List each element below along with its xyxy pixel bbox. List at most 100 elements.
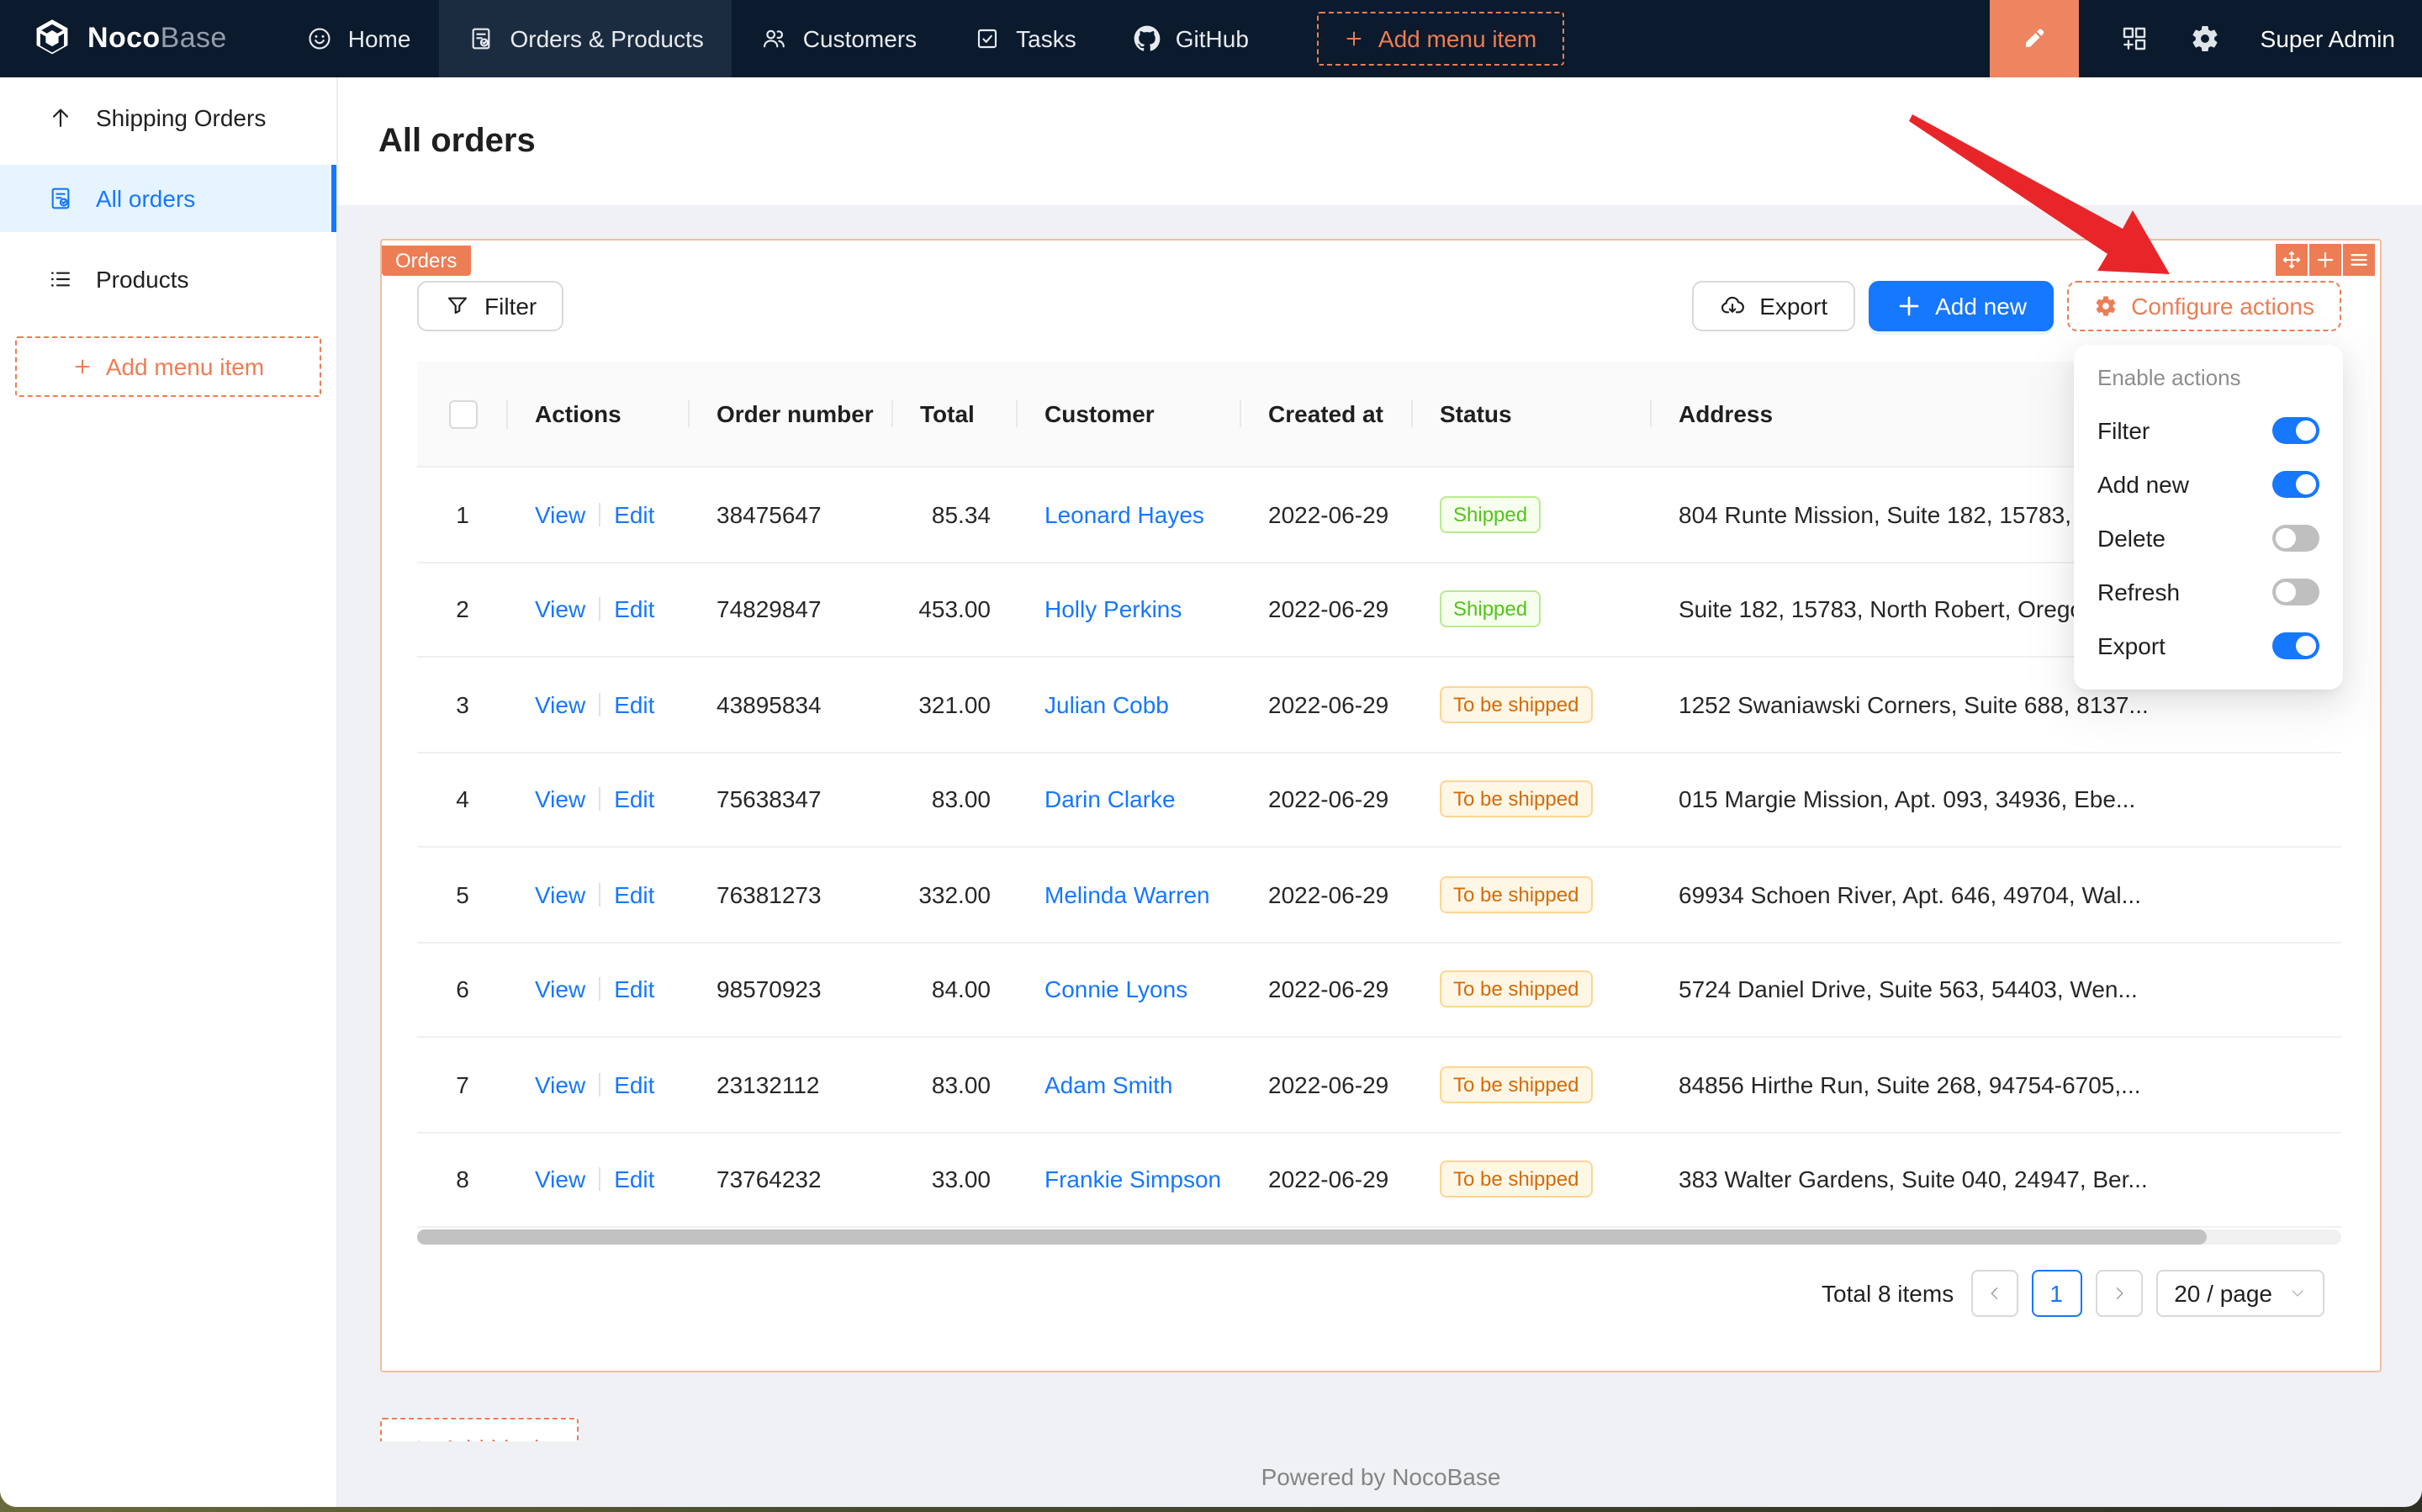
toggle-knob [2276, 582, 2296, 602]
next-page-button[interactable] [2095, 1270, 2143, 1317]
table-row: 6 View Edit 98570923 84.00 Connie Lyons … [417, 943, 2341, 1038]
customer-link[interactable]: Frankie Simpson [1044, 1166, 1222, 1193]
menu-item-refresh[interactable]: Refresh [2074, 565, 2343, 619]
table-header-row: Actions Order number Total Customer Created … [417, 362, 2341, 468]
menu-item-filter[interactable]: Filter [2074, 404, 2343, 457]
customer-cell: Connie Lyons [1018, 976, 1241, 1003]
edit-link[interactable]: Edit [614, 1166, 655, 1193]
user-menu[interactable]: Super Admin [2260, 25, 2395, 52]
plus-icon [409, 1438, 429, 1441]
customer-link[interactable]: Adam Smith [1044, 1071, 1173, 1098]
export-button[interactable]: Export [1692, 281, 1855, 331]
toggle-knob [2296, 636, 2316, 656]
nav-item-customers[interactable]: Customers [732, 0, 945, 77]
order-number-cell: 43895834 [717, 690, 822, 718]
edit-link[interactable]: Edit [614, 785, 655, 813]
block-menu-icon[interactable] [2343, 244, 2375, 276]
customer-link[interactable]: Leonard Hayes [1044, 500, 1204, 528]
add-block-button[interactable]: Add block [380, 1418, 579, 1441]
sidebar-item-all-orders[interactable]: All orders [0, 165, 336, 232]
menu-item-add-new[interactable]: Add new [2074, 457, 2343, 511]
pagination-total: Total 8 items [1822, 1280, 1954, 1307]
refresh-toggle[interactable] [2272, 579, 2319, 605]
divider [599, 977, 601, 1002]
menu-item-delete[interactable]: Delete [2074, 511, 2343, 565]
drag-move-icon[interactable] [2276, 244, 2308, 276]
address-cell: Suite 182, 15783, North Robert, Oregon..… [1679, 595, 2116, 623]
customer-cell: Darin Clarke [1018, 786, 1241, 813]
page-size-select[interactable]: 20 / page [2155, 1270, 2324, 1317]
settings-gear-icon[interactable] [2190, 24, 2220, 54]
total-cell: 321.00 [918, 690, 991, 718]
sidebar-item-products[interactable]: Products [0, 246, 336, 313]
toggle-knob [2296, 420, 2316, 441]
actions-cell: View Edit [508, 976, 690, 1003]
edit-link[interactable]: Edit [614, 690, 655, 718]
plugin-manager-icon[interactable] [2119, 24, 2150, 54]
sidebar-add-menu-item-button[interactable]: Add menu item [15, 336, 321, 397]
edit-link[interactable]: Edit [614, 500, 655, 528]
nav-item-orders-products[interactable]: Orders & Products [439, 0, 732, 77]
row-index-cell: 5 [456, 880, 469, 908]
brand-base: Base [160, 22, 227, 54]
export-toggle[interactable] [2272, 632, 2319, 659]
view-link[interactable]: View [535, 1166, 586, 1193]
view-link[interactable]: View [535, 785, 586, 813]
view-link[interactable]: View [535, 500, 586, 528]
add-new-button[interactable]: Add new [1868, 281, 2054, 331]
nocobase-logo-icon [30, 17, 74, 61]
scrollbar-thumb[interactable] [417, 1229, 2207, 1245]
chevron-left-icon [1986, 1285, 2002, 1302]
edit-link[interactable]: Edit [614, 1071, 655, 1098]
nav-item-github[interactable]: GitHub [1105, 0, 1277, 77]
status-cell: To be shipped [1413, 1160, 1652, 1198]
address-cell: 804 Runte Mission, Suite 182, 15783, N..… [1679, 500, 2115, 528]
horizontal-scrollbar[interactable] [417, 1229, 2341, 1245]
filter-toggle[interactable] [2272, 417, 2319, 444]
column-header-created-at: Created at [1241, 400, 1413, 427]
menu-item-export[interactable]: Export [2074, 619, 2343, 673]
add-new-toggle[interactable] [2272, 471, 2319, 498]
edit-link[interactable]: Edit [614, 975, 655, 1003]
add-new-button-label: Add new [1935, 293, 2028, 320]
table-toolbar: Filter Export Add new [382, 241, 2380, 331]
check-square-icon [974, 25, 1001, 52]
view-link[interactable]: View [535, 1071, 586, 1098]
status-badge: To be shipped [1440, 875, 1593, 913]
view-link[interactable]: View [535, 975, 586, 1003]
customer-link[interactable]: Connie Lyons [1044, 975, 1188, 1003]
configure-actions-button[interactable]: Configure actions [2067, 281, 2341, 331]
view-link[interactable]: View [535, 690, 586, 718]
nav-add-menu-item-button[interactable]: Add menu item [1317, 12, 1564, 66]
status-cell: To be shipped [1413, 780, 1652, 818]
customer-link[interactable]: Holly Perkins [1044, 595, 1182, 623]
created-at-cell: 2022-06-29 [1268, 785, 1389, 813]
nav-item-home[interactable]: Home [278, 0, 440, 77]
total-cell: 84.00 [931, 975, 991, 1003]
customer-link[interactable]: Darin Clarke [1044, 785, 1176, 813]
address-cell: 1252 Swaniawski Corners, Suite 688, 8137… [1679, 690, 2149, 718]
column-header-actions: Actions [508, 400, 690, 427]
created-at-cell: 2022-06-29 [1268, 690, 1389, 718]
actions-cell: View Edit [508, 881, 690, 908]
customer-link[interactable]: Melinda Warren [1044, 880, 1210, 908]
edit-link[interactable]: Edit [614, 880, 655, 908]
view-link[interactable]: View [535, 880, 586, 908]
brand[interactable]: NocoBase [0, 17, 278, 61]
prev-page-button[interactable] [1970, 1270, 2018, 1317]
select-all-checkbox[interactable] [448, 399, 477, 428]
page-number-button[interactable]: 1 [2031, 1270, 2082, 1317]
sidebar-item-shipping-orders[interactable]: Shipping Orders [0, 84, 336, 151]
divider [599, 1072, 601, 1097]
customer-link[interactable]: Julian Cobb [1044, 690, 1169, 718]
view-link[interactable]: View [535, 595, 586, 623]
filter-button[interactable]: Filter [417, 281, 564, 331]
edit-link[interactable]: Edit [614, 595, 655, 623]
block-add-icon[interactable] [2309, 244, 2341, 276]
divider [599, 1167, 601, 1192]
ui-editor-button[interactable] [1989, 0, 2079, 77]
address-cell: 383 Walter Gardens, Suite 040, 24947, Be… [1679, 1166, 2148, 1193]
delete-toggle[interactable] [2272, 525, 2319, 552]
nav-item-tasks[interactable]: Tasks [945, 0, 1105, 77]
